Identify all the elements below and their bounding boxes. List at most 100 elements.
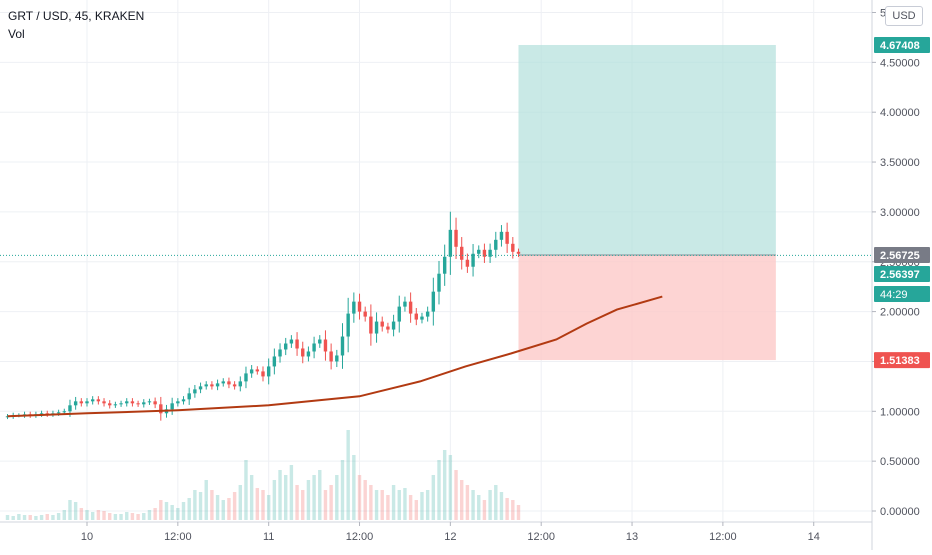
volume-bar — [323, 490, 328, 520]
volume-bar — [90, 512, 95, 520]
candle-body — [255, 369, 260, 372]
candle-body — [266, 366, 271, 377]
volume-bar — [346, 430, 350, 520]
volume-bar — [380, 490, 384, 520]
candle-body — [142, 402, 146, 405]
price-tick-label: 3.50000 — [880, 157, 920, 169]
candle-body — [408, 301, 413, 314]
target-zone[interactable] — [518, 44, 776, 256]
volume-bar — [136, 514, 140, 520]
candle-body — [482, 249, 487, 257]
volume-bar — [278, 470, 282, 520]
candle-body — [244, 373, 248, 382]
candle-body — [454, 229, 458, 247]
candle-body — [73, 401, 78, 406]
volume-bar — [318, 470, 322, 520]
price-tick-label: 2.00000 — [880, 307, 920, 319]
candle-body — [90, 399, 95, 402]
candle-body — [386, 326, 390, 330]
volume-bar — [414, 500, 418, 520]
candle-body — [391, 321, 396, 330]
volume-bar — [255, 488, 260, 520]
candle-body — [511, 243, 515, 252]
candle-body — [113, 404, 118, 406]
candle-body — [374, 321, 379, 334]
volume-bar — [187, 498, 191, 520]
candle-body — [147, 401, 152, 403]
volume-bar — [460, 480, 464, 520]
candle-body — [79, 401, 84, 404]
candle-body — [159, 404, 163, 414]
candle-body — [102, 401, 106, 404]
candle-body — [5, 416, 10, 418]
volume-bar — [335, 475, 339, 520]
candle-body — [363, 311, 367, 317]
volume-bar — [374, 490, 379, 520]
volume-bar — [73, 502, 78, 520]
volume-bar — [62, 510, 66, 520]
volume-bar — [11, 516, 15, 520]
symbol-title[interactable]: GRT / USD, 45, KRAKEN — [8, 9, 145, 23]
time-tick-label: 12:00 — [709, 531, 737, 543]
target-price-label-text: 4.67408 — [880, 40, 920, 52]
candle-body — [193, 389, 197, 394]
time-axis[interactable]: 10 12:00 11 12:00 12 12:00 13 12:00 14 — [0, 521, 872, 543]
volume-bar — [266, 495, 271, 520]
chart-legend: GRT / USD, 45, KRAKEN Vol — [8, 7, 144, 43]
volume-bar — [22, 515, 27, 520]
price-tick-label: 4.00000 — [880, 107, 920, 119]
time-tick-label: 12:00 — [164, 531, 192, 543]
candle-body — [181, 399, 186, 402]
countdown-label[interactable]: 44:29 — [874, 286, 930, 303]
target-price-label[interactable]: 4.67408 — [874, 36, 930, 53]
volume-bar — [420, 492, 424, 520]
volume-bar — [408, 495, 413, 520]
stop-price-label-text: 1.51383 — [880, 355, 920, 367]
candle-body — [420, 316, 424, 320]
currency-badge[interactable]: USD — [885, 6, 923, 26]
entry-price-label[interactable]: 2.56725 — [874, 247, 930, 264]
candle-body — [68, 405, 72, 412]
time-tick-label: 14 — [808, 531, 820, 543]
volume-bar — [465, 485, 470, 520]
volume-bar — [386, 495, 390, 520]
time-tick-label: 12:00 — [346, 531, 374, 543]
candle-body — [318, 339, 322, 344]
volume-bar — [425, 490, 430, 520]
candle-body — [437, 273, 441, 292]
stop-zone[interactable] — [518, 255, 776, 361]
time-tick-label: 13 — [626, 531, 638, 543]
volume-bar — [244, 460, 248, 520]
stop-price-label[interactable]: 1.51383 — [874, 352, 930, 369]
candle-body — [96, 399, 101, 402]
candle-body — [425, 311, 430, 317]
volume-bar — [210, 490, 214, 520]
volume-bar — [204, 480, 208, 520]
volume-indicator-label[interactable]: Vol — [8, 27, 25, 41]
candle-body — [232, 384, 237, 387]
volume-bar — [363, 480, 367, 520]
price-tick-label: 0.50000 — [880, 456, 920, 468]
volume-bar — [227, 498, 231, 520]
volume-bar — [511, 500, 515, 520]
volume-bar — [357, 475, 362, 520]
volume-bar — [181, 502, 186, 520]
volume-bar — [471, 490, 475, 520]
volume-bar — [215, 495, 220, 520]
volume-bar — [431, 475, 436, 520]
last-price-label[interactable]: 2.56397 — [874, 266, 930, 283]
volume-bar — [482, 500, 487, 520]
volume-bar — [5, 515, 10, 520]
candle-body — [238, 381, 242, 387]
volume-bar — [352, 455, 356, 520]
candle-body — [221, 381, 225, 384]
volume-bar — [176, 508, 180, 520]
time-tick-label: 12:00 — [527, 531, 555, 543]
candle-body — [176, 401, 180, 404]
candle-body — [340, 336, 345, 356]
time-tick-label: 10 — [81, 531, 93, 543]
volume-bar — [153, 508, 157, 520]
volume-bar — [306, 480, 311, 520]
